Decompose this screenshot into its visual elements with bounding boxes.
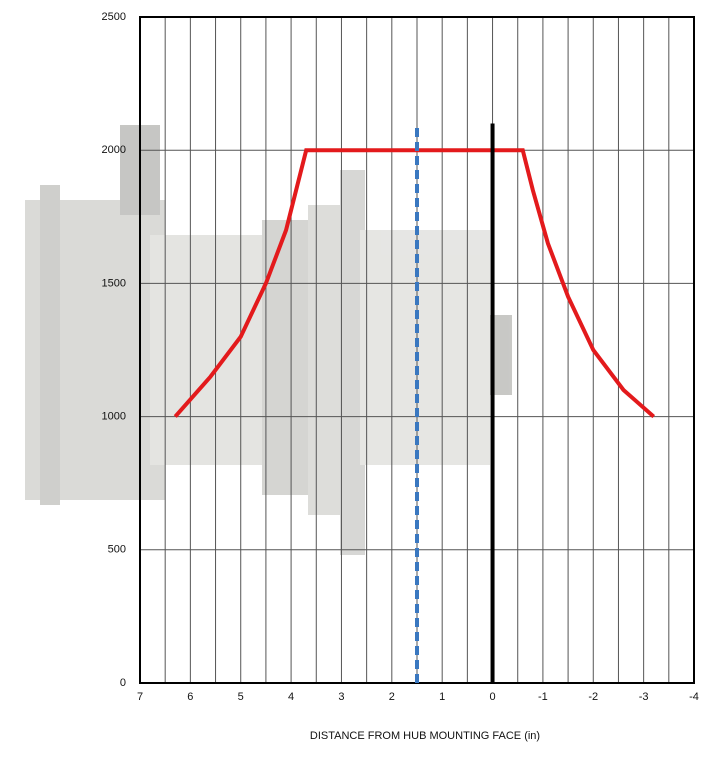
y-tick-label: 1500	[102, 277, 126, 289]
hub-drawing	[25, 125, 512, 555]
x-tick-label: 6	[187, 691, 193, 703]
x-tick-label: 4	[288, 691, 294, 703]
x-tick-label: 5	[238, 691, 244, 703]
x-tick-label: 0	[489, 691, 495, 703]
y-tick-label: 1000	[102, 411, 126, 423]
x-tick-label: 1	[439, 691, 445, 703]
x-tick-label: -3	[639, 691, 649, 703]
x-tick-label: 3	[338, 691, 344, 703]
series-line	[173, 148, 656, 419]
x-axis-label: DISTANCE FROM HUB MOUNTING FACE (in)	[310, 730, 540, 742]
x-tick-label: 7	[137, 691, 143, 703]
y-tick-label: 0	[120, 677, 126, 689]
y-tick-label: 2000	[102, 144, 126, 156]
y-tick-label: 2500	[102, 11, 126, 23]
y-tick-label: 500	[108, 544, 126, 556]
x-tick-label: -4	[689, 691, 699, 703]
x-tick-label: -1	[538, 691, 548, 703]
x-tick-label: 2	[389, 691, 395, 703]
x-tick-label: -2	[588, 691, 598, 703]
